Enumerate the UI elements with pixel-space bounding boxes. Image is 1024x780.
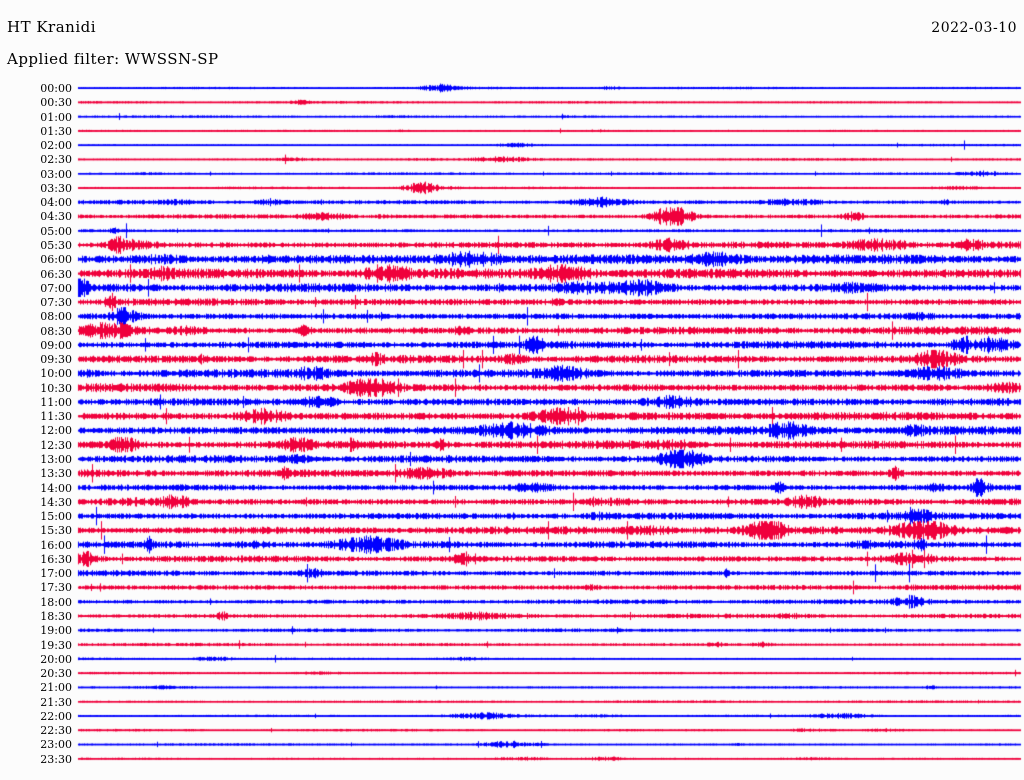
time-label: 11:00 — [40, 395, 72, 409]
time-label: 17:30 — [40, 581, 72, 595]
time-label: 05:30 — [40, 238, 72, 252]
time-label: 14:00 — [40, 481, 72, 495]
time-label: 09:00 — [40, 338, 72, 352]
time-label: 12:00 — [40, 424, 72, 438]
time-label: 12:30 — [40, 438, 72, 452]
time-label: 18:00 — [40, 595, 72, 609]
time-label: 00:00 — [40, 82, 72, 95]
time-label: 20:00 — [40, 652, 72, 666]
time-label: 17:00 — [40, 567, 72, 581]
time-label: 19:00 — [40, 624, 72, 638]
time-label: 05:00 — [40, 224, 72, 238]
time-label: 03:30 — [40, 181, 72, 195]
helicorder-plot: 00:00 00:30 01:00 01:30 02:00 02:30 03:00 03:30… — [0, 78, 1024, 774]
time-label: 11:30 — [40, 410, 72, 424]
time-label: 06:00 — [40, 253, 72, 267]
time-label: 19:30 — [40, 638, 72, 652]
page-title: HT Kranidi — [7, 18, 97, 36]
time-label: 06:30 — [40, 267, 72, 281]
time-label: 15:30 — [40, 524, 72, 538]
time-label: 07:00 — [40, 281, 72, 295]
time-label: 23:00 — [40, 738, 72, 752]
time-label: 08:00 — [40, 310, 72, 324]
time-label: 13:30 — [40, 467, 72, 481]
time-label: 03:00 — [40, 167, 72, 181]
time-label: 01:00 — [40, 110, 72, 124]
time-label: 02:30 — [40, 153, 72, 167]
time-label: 22:00 — [40, 709, 72, 723]
record-date: 2022-03-10 — [931, 20, 1017, 36]
time-label: 04:30 — [40, 210, 72, 224]
time-label: 02:00 — [40, 139, 72, 153]
time-label: 01:30 — [40, 124, 72, 138]
time-label: 14:30 — [40, 495, 72, 509]
time-label: 23:30 — [40, 752, 72, 766]
time-label: 10:00 — [40, 367, 72, 381]
time-label: 09:30 — [40, 353, 72, 367]
seismogram-traces — [0, 78, 1024, 774]
time-label: 20:30 — [40, 667, 72, 681]
time-label: 22:30 — [40, 724, 72, 738]
time-label: 04:00 — [40, 196, 72, 210]
time-label: 08:30 — [40, 324, 72, 338]
time-label: 15:00 — [40, 510, 72, 524]
time-label: 16:30 — [40, 552, 72, 566]
time-label: 18:30 — [40, 609, 72, 623]
time-label: 13:00 — [40, 453, 72, 467]
time-label: 10:30 — [40, 381, 72, 395]
applied-filter-label: Applied filter: WWSSN-SP — [7, 50, 219, 68]
time-label: 21:30 — [40, 695, 72, 709]
time-label: 16:00 — [40, 538, 72, 552]
time-label: 07:30 — [40, 296, 72, 310]
time-label: 00:30 — [40, 96, 72, 110]
time-label: 21:00 — [40, 681, 72, 695]
